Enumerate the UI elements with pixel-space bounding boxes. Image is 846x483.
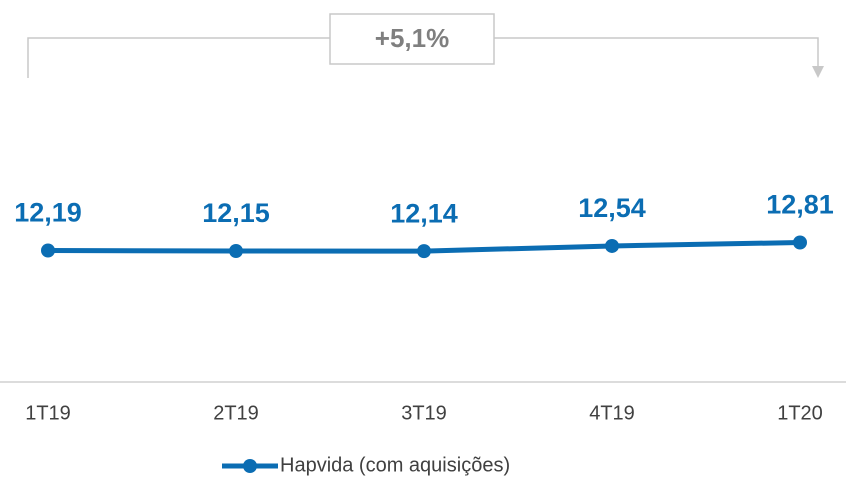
point (229, 244, 243, 259)
annotation: +5,1% (375, 23, 449, 53)
point (417, 244, 431, 259)
data-label: 12,81 (766, 190, 834, 220)
x-tick-label: 2T19 (213, 402, 259, 424)
x-tick-label: 4T19 (589, 402, 635, 424)
bracket (27, 37, 819, 78)
legend-label: Hapvida (com aquisições) (280, 454, 510, 476)
point (41, 243, 55, 258)
data-label: 12,19 (14, 198, 82, 228)
data-label: 12,54 (578, 193, 646, 223)
bracket-arrow (812, 66, 824, 78)
point (605, 238, 619, 253)
data-label: 12,15 (202, 198, 270, 228)
x-tick-label: 3T19 (401, 402, 447, 424)
data-label: 12,14 (390, 198, 458, 228)
annotation-box (329, 13, 495, 65)
legend-marker (243, 459, 257, 473)
x-tick-label: 1T20 (777, 402, 823, 424)
x-tick-label: 1T19 (25, 402, 71, 424)
point (793, 235, 807, 250)
